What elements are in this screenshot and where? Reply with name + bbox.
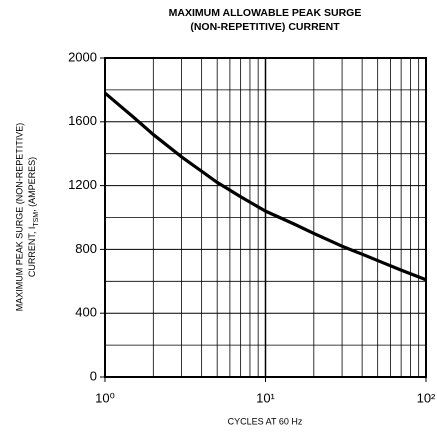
y-tick-label: 1200 [68,177,97,192]
y-tick-label: 2000 [68,49,97,64]
plot-frame [104,57,427,378]
label-sub: TSM [33,212,40,227]
x-tick-label: 10² [417,390,436,405]
y-tick-label: 1600 [68,113,97,128]
y-axis-label-line: MAXIMUM PEAK SURGE (NON-REPETITIVE) [14,123,24,312]
x-axis-label: CYCLES AT 60 Hz [228,416,303,426]
chart-title: (NON-REPETITIVE) CURRENT [190,21,340,33]
data-line [103,91,427,282]
x-tick-label: 10⁰ [95,390,115,405]
chart-title: MAXIMUM ALLOWABLE PEAK SURGE [169,7,362,19]
y-tick-label: 400 [75,305,97,320]
y-axis-label-line: CURRENT, ITSM, (AMPERES) [27,157,39,277]
label-part: CURRENT, I [27,227,37,278]
y-tick-label: 0 [90,368,97,383]
label-part: , (AMPERES) [27,157,37,212]
y-tick-label: 800 [75,241,97,256]
x-tick-label: 10¹ [256,390,275,405]
y-axis-label: MAXIMUM PEAK SURGE (NON-REPETITIVE) CURR… [14,123,39,312]
